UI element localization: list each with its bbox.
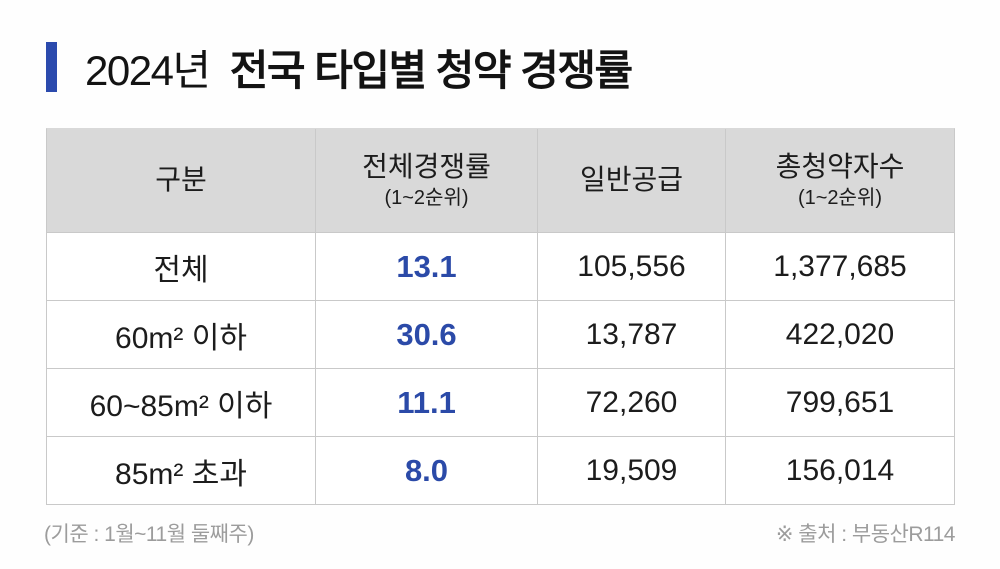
page-title: 2024년 전국 타입별 청약 경쟁률: [46, 40, 633, 94]
cell-applicants: 1,377,685: [726, 233, 954, 301]
subscription-competition-table: 구분 전체경쟁률 (1~2순위) 일반공급 총청약자수 (1~2순위) 전체 1…: [46, 128, 955, 505]
title-accent-bar: [46, 42, 57, 92]
column-header-sublabel: (1~2순위): [384, 186, 469, 209]
column-header-label: 일반공급: [579, 164, 684, 196]
column-header-label: 전체경쟁률: [362, 151, 491, 183]
cell-category: 60m² 이하: [47, 301, 316, 369]
cell-supply: 19,509: [538, 437, 726, 504]
column-header-rate: 전체경쟁률 (1~2순위): [316, 129, 538, 233]
cell-category: 85m² 초과: [47, 437, 316, 504]
cell-category: 전체: [47, 233, 316, 301]
column-header-label: 구분: [155, 164, 207, 196]
cell-applicants: 799,651: [726, 369, 954, 437]
cell-rate: 13.1: [316, 233, 538, 301]
title-main: 전국 타입별 청약 경쟁률: [229, 46, 633, 94]
basis-note: (기준 : 1월~11월 둘째주): [44, 523, 254, 546]
cell-supply: 72,260: [538, 369, 726, 437]
column-header-applicants: 총청약자수 (1~2순위): [726, 129, 954, 233]
cell-category: 60~85m² 이하: [47, 369, 316, 437]
column-header-category: 구분: [47, 129, 316, 233]
cell-supply: 13,787: [538, 301, 726, 369]
page-title-text: 2024년 전국 타입별 청약 경쟁률: [85, 37, 633, 98]
title-year: 2024년: [85, 46, 211, 94]
cell-rate: 11.1: [316, 369, 538, 437]
cell-supply: 105,556: [538, 233, 726, 301]
cell-rate: 30.6: [316, 301, 538, 369]
cell-applicants: 422,020: [726, 301, 954, 369]
cell-applicants: 156,014: [726, 437, 954, 504]
column-header-supply: 일반공급: [538, 129, 726, 233]
column-header-label: 총청약자수: [775, 151, 905, 183]
cell-rate: 8.0: [316, 437, 538, 504]
source-note: ※ 출처 : 부동산R114: [775, 523, 956, 546]
column-header-sublabel: (1~2순위): [797, 186, 883, 209]
